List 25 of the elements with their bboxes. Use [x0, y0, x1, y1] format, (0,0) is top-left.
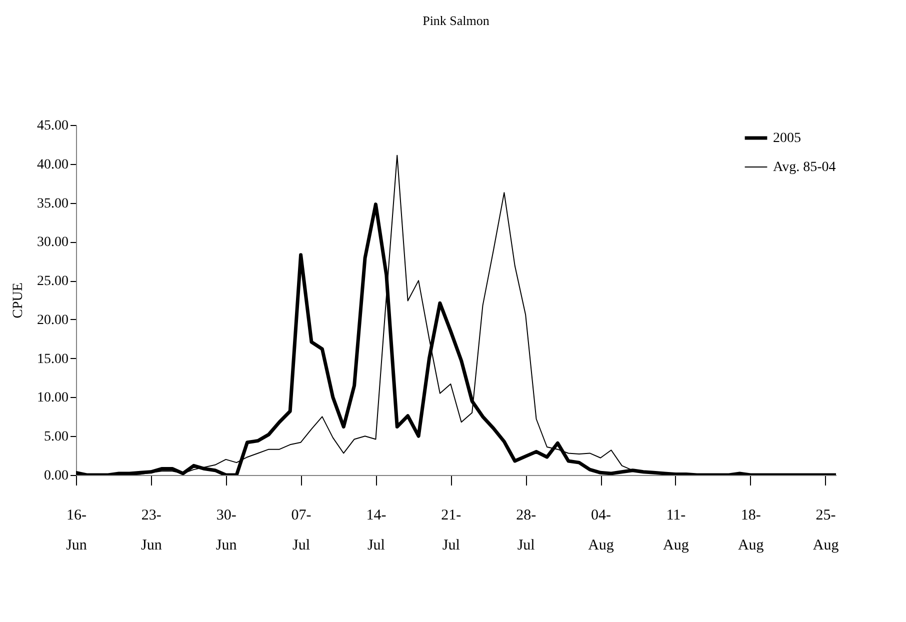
x-tick-label: 14- Jul — [366, 508, 386, 554]
y-tick-label: 20.00 — [37, 312, 68, 328]
x-tick-label: 18- Aug — [738, 508, 764, 554]
y-tick-label: 30.00 — [37, 235, 68, 250]
y-tick-label: 45.00 — [37, 118, 68, 134]
legend-label: 2005 — [773, 131, 801, 146]
y-tick-label: 25.00 — [37, 274, 68, 290]
x-tick-label: 23- Jun — [141, 508, 162, 554]
x-tick-label: 28- Jul — [516, 508, 536, 554]
y-tick-label: 5.00 — [44, 430, 68, 445]
legend-label: Avg. 85-04 — [773, 160, 836, 175]
y-tick-label: 0.00 — [44, 468, 68, 484]
x-tick-label: 30- Jun — [216, 508, 238, 554]
chart-title: Pink Salmon — [422, 13, 490, 28]
y-axis-title: CPUE — [11, 282, 26, 318]
x-tick-label: 04- Aug — [588, 508, 614, 554]
y-tick-label: 10.00 — [37, 390, 68, 406]
y-tick-label: 15.00 — [37, 352, 68, 367]
x-tick-label: 11- Aug — [663, 508, 690, 554]
x-tick-label: 25- Aug — [812, 508, 840, 554]
x-tick-label: 16- Jun — [66, 508, 88, 554]
y-tick-label: 40.00 — [37, 157, 68, 172]
x-tick-label: 21- Jul — [441, 508, 462, 554]
x-tick-label: 07- Jul — [291, 508, 312, 554]
y-tick-label: 35.00 — [37, 196, 68, 212]
